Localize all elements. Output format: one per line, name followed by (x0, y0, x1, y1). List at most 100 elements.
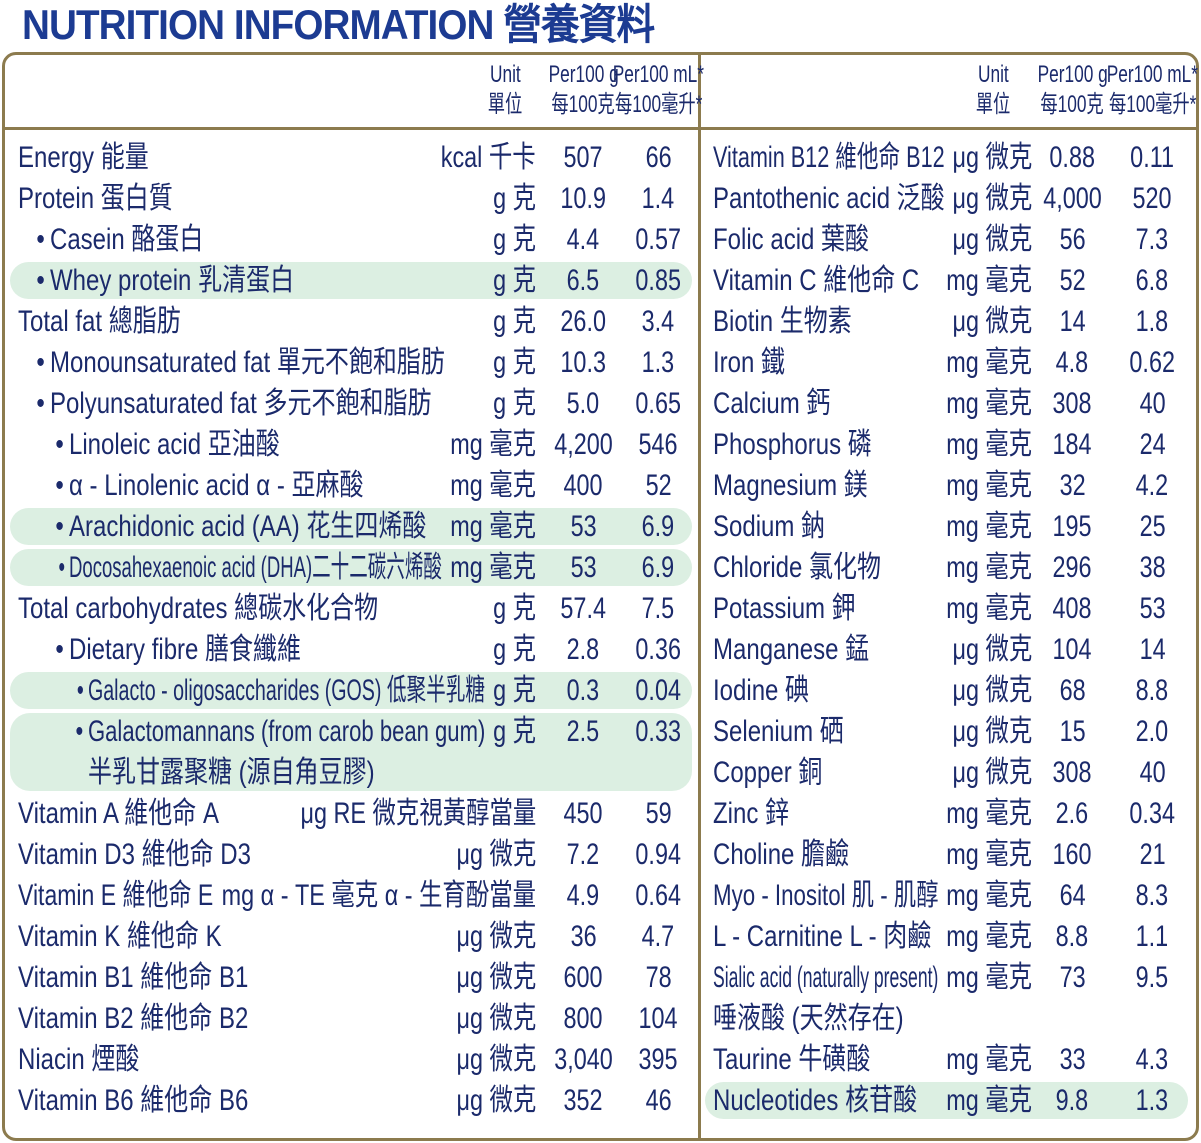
per-100g: 600 (563, 961, 603, 994)
nutrient-name: Galacto - oligosaccharides (GOS) 低聚半乳糖 (77, 670, 485, 711)
nutrient-name: Vitamin C 維他命 C (713, 264, 920, 297)
nutrient-name: Folic acid 葉酸 (713, 223, 870, 256)
nutrient-name: Vitamin B12 維他命 B12 (713, 141, 945, 174)
nutrient-name: Iron 鐵 (713, 346, 786, 379)
unit: μg 微克 (456, 1084, 537, 1117)
per-100ml: 66 (645, 141, 672, 174)
per-100ml: 14 (1139, 633, 1166, 666)
nutrient-name: Choline 膽鹼 (713, 838, 850, 871)
per-100ml: 0.36 (635, 633, 681, 666)
per-100ml: 1.3 (1135, 1084, 1169, 1117)
unit: g 克 (493, 592, 537, 625)
per-100g: 184 (1052, 428, 1092, 461)
per-100g: 9.8 (1055, 1084, 1089, 1117)
per-100ml: 52 (645, 469, 672, 502)
per-100g: 68 (1059, 674, 1086, 707)
per-100ml: 7.5 (641, 592, 675, 625)
per-100g: 160 (1052, 838, 1092, 871)
nutrient-name: Vitamin E 維他命 E (18, 879, 214, 912)
per-100ml: 0.94 (635, 838, 681, 871)
nutrient-name: Pantothenic acid 泛酸 (713, 182, 945, 215)
unit: mg 毫克 (946, 920, 1033, 953)
unit: mg 毫克 (450, 510, 537, 543)
nutrient-name: Vitamin D3 維他命 D3 (18, 838, 251, 871)
unit: μg 微克 (952, 305, 1033, 338)
per-100ml: 40 (1139, 756, 1166, 789)
unit: g 克 (493, 633, 537, 666)
column-header: Per100 mL* (612, 61, 704, 88)
column-header: Unit (977, 61, 1009, 88)
per-100g: 36 (570, 920, 597, 953)
nutrient-name: Niacin 煙酸 (18, 1043, 140, 1076)
per-100ml: 0.65 (635, 387, 681, 420)
per-100g: 56 (1059, 223, 1086, 256)
unit: μg 微克 (456, 838, 537, 871)
nutrient-name: Selenium 硒 (713, 715, 844, 748)
nutrient-name: Sodium 鈉 (713, 510, 826, 543)
nutrient-name: Total fat 總脂肪 (18, 305, 181, 338)
per-100ml: 0.34 (1129, 797, 1175, 830)
unit: g 克 (493, 674, 537, 707)
column-header: 每100克 (1040, 91, 1104, 118)
per-100ml: 21 (1139, 838, 1166, 871)
unit: μg 微克 (456, 920, 537, 953)
nutrient-name: Linoleic acid 亞油酸 (55, 424, 279, 465)
header-rule (2, 127, 1199, 130)
unit: g 克 (493, 715, 537, 748)
per-100ml: 9.5 (1135, 961, 1169, 994)
nutrient-name: 半乳甘露聚糖 (源自角豆膠) (88, 756, 375, 789)
per-100g: 10.3 (560, 346, 606, 379)
per-100g: 308 (1052, 387, 1092, 420)
per-100g: 408 (1052, 592, 1092, 625)
unit: g 克 (493, 223, 537, 256)
per-100g: 52 (1059, 264, 1086, 297)
per-100g: 5.0 (566, 387, 600, 420)
row-highlight (705, 1082, 1188, 1119)
unit: g 克 (493, 346, 537, 379)
per-100g: 6.5 (566, 264, 600, 297)
per-100g: 195 (1052, 510, 1092, 543)
column-header: 每100毫升* (1108, 91, 1196, 118)
unit: μg 微克 (952, 182, 1033, 215)
per-100g: 3,040 (553, 1043, 613, 1076)
unit: mg 毫克 (450, 551, 537, 584)
per-100ml: 0.11 (1130, 141, 1174, 174)
per-100g: 33 (1059, 1043, 1086, 1076)
per-100ml: 546 (638, 428, 678, 461)
unit: g 克 (493, 264, 537, 297)
unit: mg 毫克 (946, 510, 1033, 543)
nutrient-name: Monounsaturated fat 單元不飽和脂肪 (36, 342, 444, 383)
unit: mg 毫克 (946, 1043, 1033, 1076)
per-100ml: 6.9 (641, 551, 675, 584)
unit: mg 毫克 (946, 264, 1033, 297)
column-header: 每100克 (551, 91, 615, 118)
unit: μg 微克 (952, 674, 1033, 707)
column-header: Per100 g (1037, 61, 1108, 88)
per-100g: 104 (1052, 633, 1092, 666)
per-100ml: 8.3 (1135, 879, 1169, 912)
nutrient-name: Nucleotides 核苷酸 (713, 1084, 918, 1117)
unit: mg 毫克 (946, 428, 1033, 461)
per-100g: 64 (1059, 879, 1086, 912)
nutrient-name: Zinc 鋅 (713, 797, 790, 830)
per-100g: 308 (1052, 756, 1092, 789)
table-border (2, 52, 1199, 1141)
column-header: Unit (489, 61, 521, 88)
unit: mg 毫克 (946, 551, 1033, 584)
nutrient-name: Manganese 錳 (713, 633, 870, 666)
per-100ml: 78 (645, 961, 672, 994)
unit: g 克 (493, 387, 537, 420)
unit: kcal 千卡 (440, 141, 536, 174)
unit: mg 毫克 (946, 838, 1033, 871)
unit: mg 毫克 (946, 1084, 1033, 1117)
nutrient-name: Phosphorus 磷 (713, 428, 872, 461)
per-100ml: 24 (1139, 428, 1166, 461)
nutrient-name: Potassium 鉀 (713, 592, 856, 625)
nutrient-name: Biotin 生物素 (713, 305, 852, 338)
per-100ml: 4.7 (641, 920, 675, 953)
per-100ml: 7.3 (1135, 223, 1169, 256)
per-100g: 0.88 (1049, 141, 1095, 174)
per-100ml: 0.57 (635, 223, 681, 256)
per-100g: 4.9 (566, 879, 600, 912)
nutrient-name: Arachidonic acid (AA) 花生四烯酸 (55, 506, 426, 547)
